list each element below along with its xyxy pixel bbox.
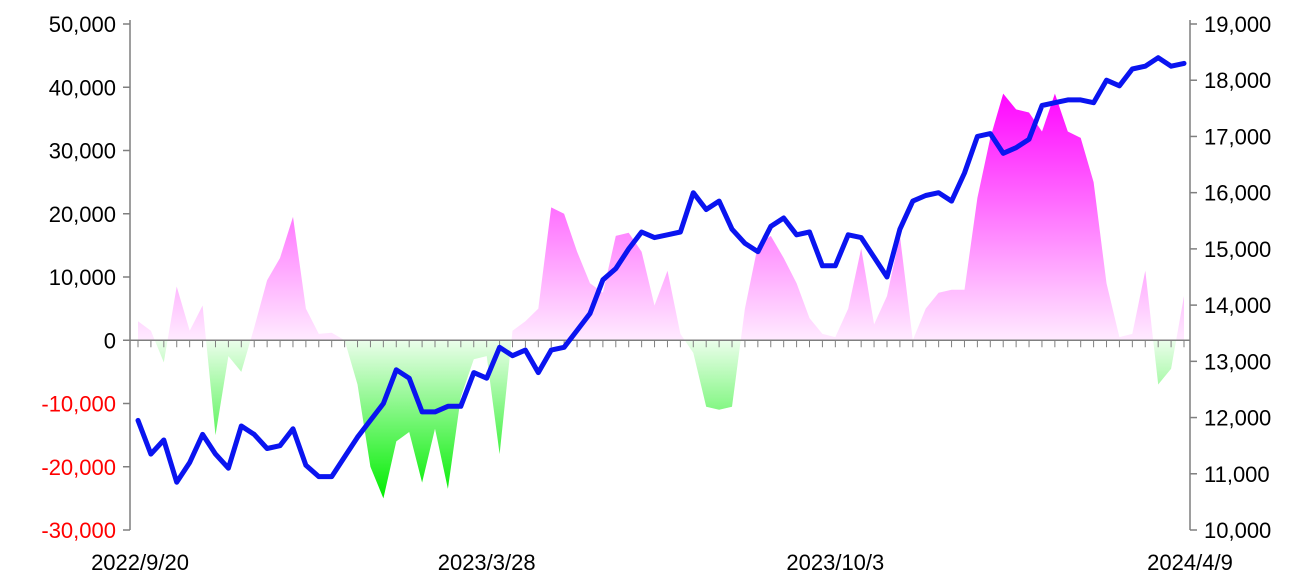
area-negative [138,340,1184,499]
left-tick-label: 0 [104,328,116,353]
tick-labels: 50,000 40,000 30,000 20,000 10,000 0 -10,000 -2… [41,12,1271,575]
left-tick-label: 40,000 [49,75,116,100]
line-series [135,55,1187,485]
x-tick-label: 2023/10/3 [786,550,884,575]
right-tick-label: 13,000 [1204,349,1271,374]
left-tick-label: 10,000 [49,265,116,290]
right-tick-label: 12,000 [1204,406,1271,431]
right-tick-label: 18,000 [1204,68,1271,93]
left-tick-label: -10,000 [41,392,116,417]
right-tick-label: 10,000 [1204,518,1271,543]
line-path [135,55,1187,485]
left-tick-label: 30,000 [49,139,116,164]
left-tick-label: -20,000 [41,455,116,480]
right-tick-label: 15,000 [1204,237,1271,262]
left-tick-label: -30,000 [41,518,116,543]
right-tick-label: 19,000 [1204,12,1271,37]
x-tick-label: 2024/4/9 [1147,550,1233,575]
right-tick-label: 14,000 [1204,293,1271,318]
x-tick-label: 2022/9/20 [91,550,189,575]
right-tick-label: 11,000 [1204,462,1270,487]
area-series [138,93,1184,499]
right-tick-label: 16,000 [1204,181,1271,206]
axes [123,20,1197,531]
x-tick-label: 2023/3/28 [438,550,536,575]
left-tick-label: 50,000 [49,12,116,37]
area-positive [138,93,1184,341]
left-tick-label: 20,000 [49,202,116,227]
right-tick-label: 17,000 [1204,124,1271,149]
